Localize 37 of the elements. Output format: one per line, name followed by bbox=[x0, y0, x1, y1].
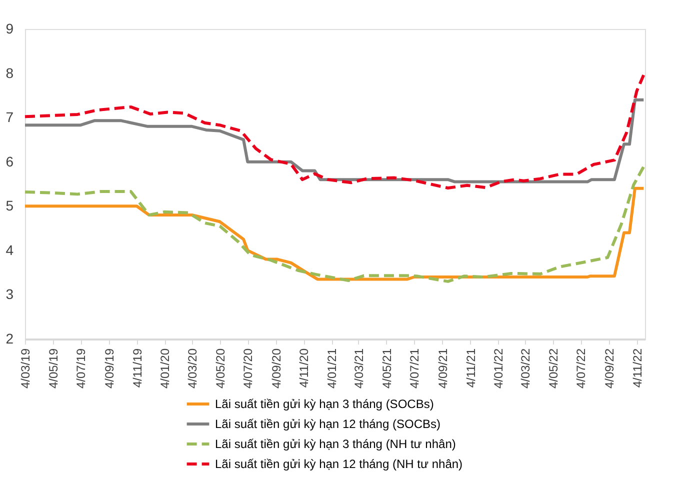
x-tick-label: 4/11/19 bbox=[130, 348, 144, 388]
y-tick-label: 2 bbox=[6, 330, 14, 346]
legend-label: Lãi suất tiền gửi kỳ hạn 12 tháng (NH tư nhân) bbox=[215, 457, 463, 471]
x-tick-label: 4/07/19 bbox=[74, 348, 88, 389]
y-tick-label: 6 bbox=[6, 153, 14, 170]
y-tick-label: 5 bbox=[6, 198, 14, 214]
x-tick-label: 4/01/21 bbox=[325, 348, 340, 389]
x-tick-label: 4/03/19 bbox=[18, 348, 32, 389]
x-tick-label: 4/07/20 bbox=[241, 348, 256, 389]
x-tick-label: 4/03/21 bbox=[352, 348, 366, 389]
y-tick-label: 3 bbox=[6, 286, 14, 302]
x-tick-label: 4/05/19 bbox=[46, 348, 60, 389]
y-tick-label: 7 bbox=[6, 109, 14, 126]
x-tick-label: 4/09/20 bbox=[269, 348, 284, 389]
x-tick-label: 4/03/22 bbox=[518, 348, 533, 389]
legend-label: Lãi suất tiền gửi kỳ hạn 3 tháng (NH tư nhân) bbox=[215, 437, 456, 451]
y-tick-label: 4 bbox=[6, 242, 14, 258]
x-tick-label: 4/05/21 bbox=[380, 348, 394, 389]
x-tick-label: 4/01/22 bbox=[492, 348, 506, 389]
x-tick-label: 4/09/21 bbox=[436, 348, 450, 389]
x-tick-label: 4/05/20 bbox=[213, 348, 228, 389]
x-tick-label: 4/09/22 bbox=[602, 348, 616, 389]
line-series bbox=[24, 74, 646, 190]
x-tick-label: 4/09/19 bbox=[102, 348, 116, 389]
legend-label: Lãi suất tiền gửi kỳ hạn 3 tháng (SOCBs) bbox=[215, 397, 434, 411]
x-tick-label: 4/11/20 bbox=[297, 348, 312, 388]
y-tick-label: 8 bbox=[6, 64, 14, 81]
x-tick-label: 4/11/22 bbox=[630, 348, 644, 388]
x-tick-label: 4/03/20 bbox=[185, 348, 200, 389]
x-tick-label: 4/11/21 bbox=[464, 348, 478, 388]
x-tick-label: 4/05/22 bbox=[546, 348, 560, 389]
x-tick-label: 4/07/22 bbox=[574, 348, 588, 389]
x-tick-label: 4/01/20 bbox=[158, 348, 172, 389]
x-tick-label: 4/07/21 bbox=[408, 348, 422, 389]
y-tick-label: 9 bbox=[6, 20, 14, 36]
line-series bbox=[24, 165, 646, 283]
legend-label: Lãi suất tiền gửi kỳ hạn 12 tháng (SOCBs) bbox=[215, 417, 440, 431]
